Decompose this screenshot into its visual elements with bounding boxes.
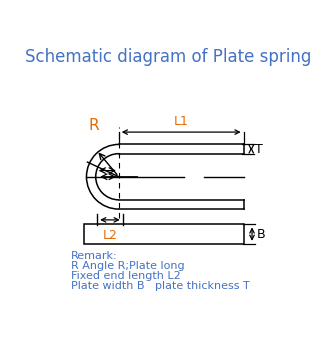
Bar [84,224,244,244]
Text: Plate width B   plate thickness T: Plate width B plate thickness T [71,281,250,292]
Text: R: R [89,118,99,133]
Text: L2: L2 [103,229,117,242]
Text: Schematic diagram of Plate spring: Schematic diagram of Plate spring [25,48,311,66]
Text: Remark:: Remark: [71,251,118,261]
Text: B: B [256,228,265,240]
Text: R Angle R;Plate long: R Angle R;Plate long [71,261,185,272]
Text: L1: L1 [174,115,189,128]
Text: Fixed end length L2: Fixed end length L2 [71,272,181,281]
Text: T: T [255,142,263,155]
